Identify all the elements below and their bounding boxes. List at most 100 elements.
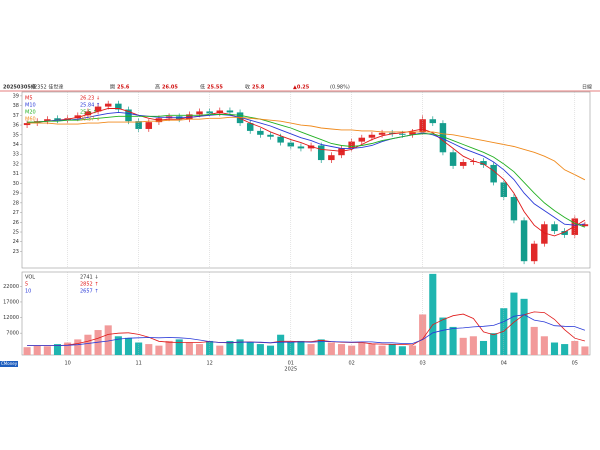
y-tick-label: 27 bbox=[13, 210, 19, 216]
volume-bar bbox=[510, 292, 518, 355]
volume-bar bbox=[165, 340, 173, 355]
volume-bar bbox=[185, 342, 193, 355]
volume-bar bbox=[124, 337, 133, 355]
volume-bar bbox=[469, 336, 477, 355]
candle-body bbox=[470, 161, 477, 163]
volume-bar bbox=[33, 345, 41, 355]
candle-body bbox=[520, 220, 528, 262]
candle-body bbox=[175, 116, 183, 120]
brand-box bbox=[0, 361, 18, 367]
legend-value: 26.23 ↓ bbox=[80, 96, 100, 102]
volume-bar bbox=[398, 346, 406, 355]
volume-bar bbox=[520, 298, 528, 355]
candle-body bbox=[54, 118, 61, 121]
legend-name: M5 bbox=[25, 96, 33, 102]
quote-label: 開 bbox=[110, 85, 115, 91]
stock: 2352 佳世達 bbox=[34, 84, 63, 91]
volume-panel bbox=[21, 271, 591, 356]
y-tick-label: 30 bbox=[13, 181, 19, 187]
volume-ma-line bbox=[27, 311, 586, 346]
candle-body bbox=[125, 109, 132, 122]
volume-bar bbox=[236, 339, 244, 355]
y-tick-label: 24 bbox=[13, 239, 19, 245]
candle-body bbox=[409, 131, 416, 135]
volume-bar bbox=[317, 339, 325, 355]
candle-body bbox=[541, 224, 548, 244]
legend-name: M60 bbox=[25, 117, 36, 123]
candle-body bbox=[510, 197, 518, 221]
y-tick-label: 35 bbox=[13, 132, 19, 138]
candle-body bbox=[44, 119, 51, 122]
candle-body bbox=[267, 134, 274, 137]
candle-body bbox=[551, 224, 558, 232]
volume-bar bbox=[571, 340, 579, 355]
volume-bar bbox=[23, 347, 31, 355]
brand: CMoney bbox=[1, 361, 18, 366]
y-tick-label: 34 bbox=[13, 142, 19, 148]
candle-body bbox=[216, 110, 224, 114]
volume-bar bbox=[246, 342, 254, 355]
volume-bar bbox=[145, 344, 153, 355]
volume-bar bbox=[530, 326, 538, 355]
candle-body bbox=[500, 182, 508, 198]
y-tick-label: 33 bbox=[13, 152, 19, 158]
volume-bar bbox=[206, 340, 214, 355]
volume-bar bbox=[327, 342, 335, 355]
candle-body bbox=[196, 111, 203, 115]
candle-body bbox=[439, 123, 447, 153]
quote-label: 收 bbox=[245, 84, 250, 91]
change-pct: (0.98%) bbox=[330, 85, 350, 91]
quote-value: 25.55 bbox=[207, 85, 223, 91]
y-tick-label: 17000 bbox=[3, 299, 19, 305]
volume-bar bbox=[266, 345, 275, 355]
candle-body bbox=[419, 119, 426, 132]
price-panel bbox=[21, 91, 591, 269]
volume-bar bbox=[429, 273, 437, 355]
x-tick-label: 02 bbox=[348, 361, 354, 367]
candle-body bbox=[74, 115, 82, 119]
change: ▲0.25 bbox=[293, 85, 310, 91]
date: 20250305修 bbox=[3, 84, 37, 91]
volume-bar bbox=[550, 342, 559, 355]
candle-body bbox=[328, 155, 335, 161]
candle-body bbox=[530, 243, 538, 262]
candle-body bbox=[378, 132, 386, 135]
y-tick-label: 22000 bbox=[3, 284, 19, 290]
y-tick-label: 12000 bbox=[3, 315, 19, 321]
x-tick-label: 12 bbox=[206, 361, 212, 367]
volume-bar bbox=[378, 345, 386, 355]
volume-bar bbox=[53, 344, 62, 355]
x-tick-label: 01 bbox=[288, 361, 294, 367]
volume-bar bbox=[358, 342, 366, 355]
quote-label: 低 bbox=[200, 84, 205, 91]
y-tick-label: 7000 bbox=[6, 331, 19, 337]
candle-body bbox=[368, 134, 376, 138]
period: 日線 bbox=[582, 84, 592, 91]
volume-bar bbox=[459, 337, 467, 355]
y-tick-label: 32 bbox=[13, 161, 19, 167]
legend-value: 25.84 ↑ bbox=[80, 103, 100, 109]
volume-bar bbox=[104, 325, 112, 355]
volume-bar bbox=[216, 345, 224, 355]
legend-value: 2741 ↓ bbox=[80, 275, 99, 281]
y-tick-label: 39 bbox=[13, 93, 19, 99]
volume-bar bbox=[297, 340, 305, 355]
volume-bar bbox=[388, 344, 396, 355]
legend-value: 30.37 ↓ bbox=[80, 117, 100, 123]
candle-body bbox=[490, 164, 497, 183]
legend-value: 2852 ↑ bbox=[80, 282, 99, 288]
volume-bar bbox=[43, 346, 51, 355]
volume-bar bbox=[408, 345, 417, 355]
volume-bar bbox=[277, 334, 285, 355]
volume-bar bbox=[74, 339, 82, 355]
candle-body bbox=[561, 231, 568, 235]
candle-body bbox=[358, 137, 366, 142]
y-tick-label: 38 bbox=[13, 103, 19, 109]
volume-bar bbox=[439, 317, 447, 355]
candle-body bbox=[429, 119, 437, 124]
candle-body bbox=[186, 114, 193, 120]
volume-bar bbox=[195, 344, 204, 355]
x-tick-label: 04 bbox=[501, 361, 507, 367]
